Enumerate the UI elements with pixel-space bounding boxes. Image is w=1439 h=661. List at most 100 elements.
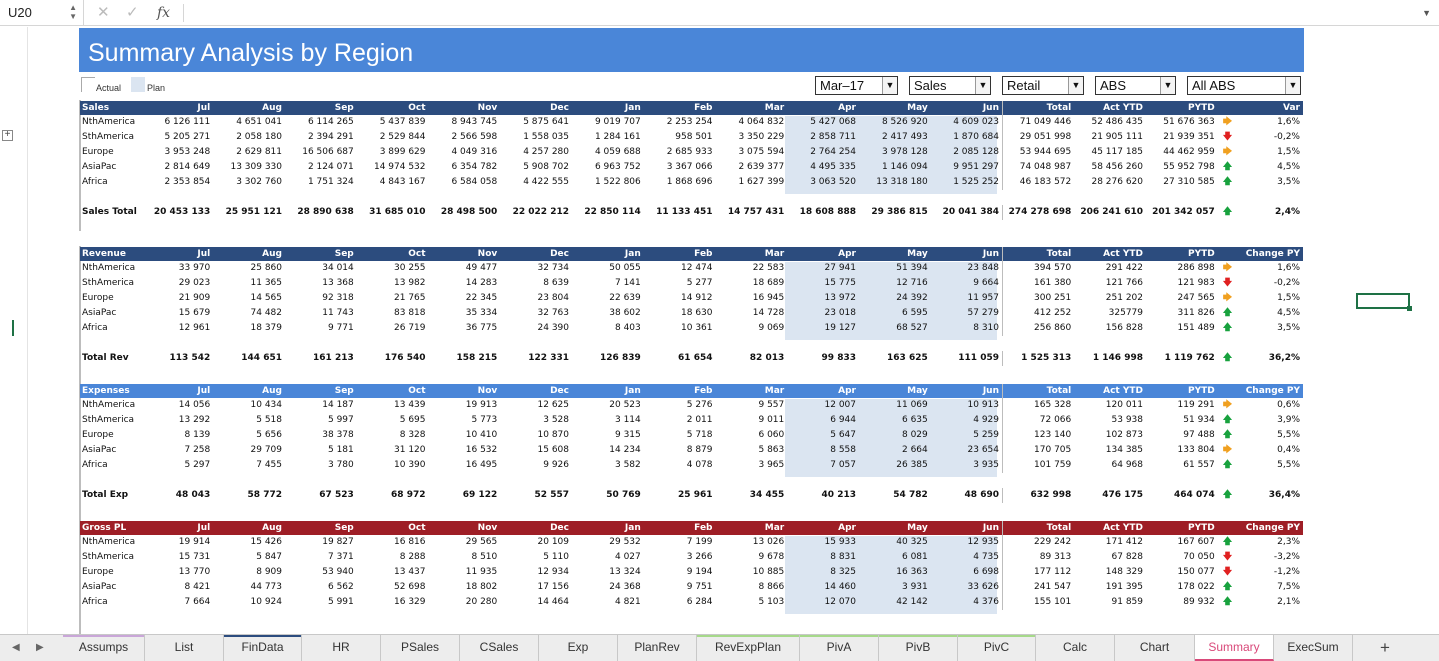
cell[interactable]: SthAmerica	[82, 552, 135, 562]
arrow-right-icon[interactable]: 🡆	[1218, 398, 1237, 413]
cell[interactable]: 2,1%	[1277, 597, 1300, 607]
cell[interactable]: 300 251	[1002, 291, 1075, 306]
cell[interactable]: 165 328	[1002, 398, 1075, 413]
cell[interactable]: 291 422	[1105, 263, 1143, 273]
cell[interactable]: 10 410	[465, 430, 498, 440]
cell[interactable]: 15 679	[178, 308, 211, 318]
column-header[interactable]: Nov	[428, 247, 501, 261]
column-header[interactable]	[1217, 521, 1238, 535]
cell[interactable]: 178 022	[1177, 582, 1215, 592]
sheet-tab-chart[interactable]: Chart	[1115, 635, 1195, 661]
column-header[interactable]	[1217, 101, 1238, 115]
cell[interactable]: 394 570	[1002, 261, 1075, 276]
cell[interactable]: 52 698	[394, 582, 426, 592]
cell[interactable]: 119 291	[1177, 400, 1215, 410]
cell[interactable]: 5 908 702	[523, 162, 569, 172]
cell[interactable]: 5 695	[399, 415, 426, 425]
cell[interactable]: 51 394	[896, 263, 928, 273]
cell[interactable]: 70 050	[1183, 552, 1215, 562]
cell[interactable]: 2,3%	[1277, 537, 1300, 547]
cell[interactable]: 22 345	[465, 293, 498, 303]
arrow-up-icon[interactable]: 🡅	[1218, 488, 1237, 503]
cell[interactable]: -0,2%	[1273, 278, 1300, 288]
cell[interactable]: 13 368	[322, 278, 354, 288]
cell[interactable]: 64 968	[1111, 460, 1144, 470]
cell[interactable]: 5 297	[184, 460, 211, 470]
cell[interactable]: 167 607	[1177, 537, 1215, 547]
cell[interactable]: 7 199	[686, 537, 713, 547]
cell[interactable]: 17 156	[537, 582, 570, 592]
arrow-right-icon[interactable]: 🡆	[1218, 261, 1237, 276]
cell[interactable]: 22 022 212	[512, 207, 569, 217]
cell[interactable]: 29 532	[609, 537, 641, 547]
column-header[interactable]: PYTD	[1146, 521, 1218, 535]
cell[interactable]: 6 354 782	[451, 162, 498, 172]
cell[interactable]: 9 315	[614, 430, 641, 440]
column-header[interactable]: Sales	[80, 101, 142, 115]
cell[interactable]: 11 935	[465, 567, 498, 577]
arrow-down-icon[interactable]: 🡇	[1218, 565, 1237, 580]
cell[interactable]: Africa	[82, 323, 108, 333]
cell[interactable]: 6 114 265	[307, 117, 354, 127]
cell[interactable]: 51 676 363	[1163, 117, 1215, 127]
cell[interactable]: 150 077	[1177, 567, 1215, 577]
cell[interactable]: 6 584 058	[451, 177, 498, 187]
cell[interactable]: 5 205 271	[164, 132, 211, 142]
sheet-tab-summary[interactable]: Summary	[1195, 635, 1274, 661]
cell[interactable]: 16 329	[394, 597, 426, 607]
cell[interactable]: 40 213	[821, 490, 856, 500]
add-sheet-icon[interactable]: +	[1380, 638, 1390, 657]
cell[interactable]: 4 064 832	[738, 117, 785, 127]
cell[interactable]: 3 965	[758, 460, 785, 470]
cell[interactable]: 120 011	[1105, 400, 1143, 410]
cell[interactable]: -0,2%	[1273, 132, 1300, 142]
cell[interactable]: Africa	[82, 177, 108, 187]
cell[interactable]: 632 998	[1002, 488, 1075, 503]
cell[interactable]: 6 944	[830, 415, 856, 425]
cell[interactable]: 4 027	[614, 552, 641, 562]
cell[interactable]: 9 019 707	[594, 117, 641, 127]
cell[interactable]: 3 780	[327, 460, 354, 470]
cell[interactable]: 12 961	[178, 323, 211, 333]
sheet-tab-piva[interactable]: PivA	[800, 635, 879, 661]
column-header[interactable]: Dec	[500, 521, 572, 535]
cell[interactable]: 1 558 035	[523, 132, 569, 142]
cell[interactable]: 8 909	[256, 567, 282, 577]
cell[interactable]: NthAmerica	[82, 400, 136, 410]
cell[interactable]: 14 283	[465, 278, 498, 288]
cell[interactable]: 8 558	[830, 445, 856, 455]
cell[interactable]: 1,5%	[1277, 293, 1300, 303]
cell[interactable]: 34 455	[749, 490, 785, 500]
cell[interactable]: 13 324	[609, 567, 641, 577]
cell[interactable]: 99 833	[821, 353, 856, 363]
cell[interactable]: 9 751	[686, 582, 713, 592]
cell[interactable]: 161 380	[1002, 276, 1075, 291]
cell[interactable]: 4 059 688	[594, 147, 641, 157]
cell[interactable]: 52 557	[534, 490, 569, 500]
cell[interactable]: 19 127	[824, 323, 857, 333]
column-header[interactable]: Aug	[213, 247, 285, 261]
arrow-right-icon[interactable]: 🡆	[1218, 115, 1237, 130]
cell[interactable]: 34 014	[322, 263, 354, 273]
cell[interactable]: 26 385	[896, 460, 928, 470]
cell[interactable]: 46 183 572	[1002, 175, 1075, 190]
cell[interactable]: 20 041 384	[942, 207, 999, 217]
cell[interactable]: 8 288	[399, 552, 426, 562]
cell[interactable]: 36 775	[465, 323, 498, 333]
cell[interactable]: 0,4%	[1277, 445, 1300, 455]
cell[interactable]: 22 639	[609, 293, 641, 303]
cell[interactable]: 133 804	[1177, 445, 1215, 455]
cell[interactable]: 5 773	[471, 415, 498, 425]
cell[interactable]: 3 528	[543, 415, 569, 425]
cell[interactable]: SthAmerica	[82, 132, 135, 142]
sheet-tab-execsum[interactable]: ExecSum	[1274, 635, 1353, 661]
cell[interactable]: 18 689	[752, 278, 785, 288]
column-header[interactable]: Jun	[930, 101, 1003, 115]
cell[interactable]: 5 991	[327, 597, 354, 607]
cell[interactable]: 14 234	[609, 445, 641, 455]
cell[interactable]: 28 276 620	[1091, 177, 1143, 187]
cell[interactable]: 8 639	[543, 278, 569, 288]
cell[interactable]: 16 816	[394, 537, 426, 547]
cell[interactable]: 24 390	[537, 323, 570, 333]
cell[interactable]: 31 685 010	[369, 207, 426, 217]
